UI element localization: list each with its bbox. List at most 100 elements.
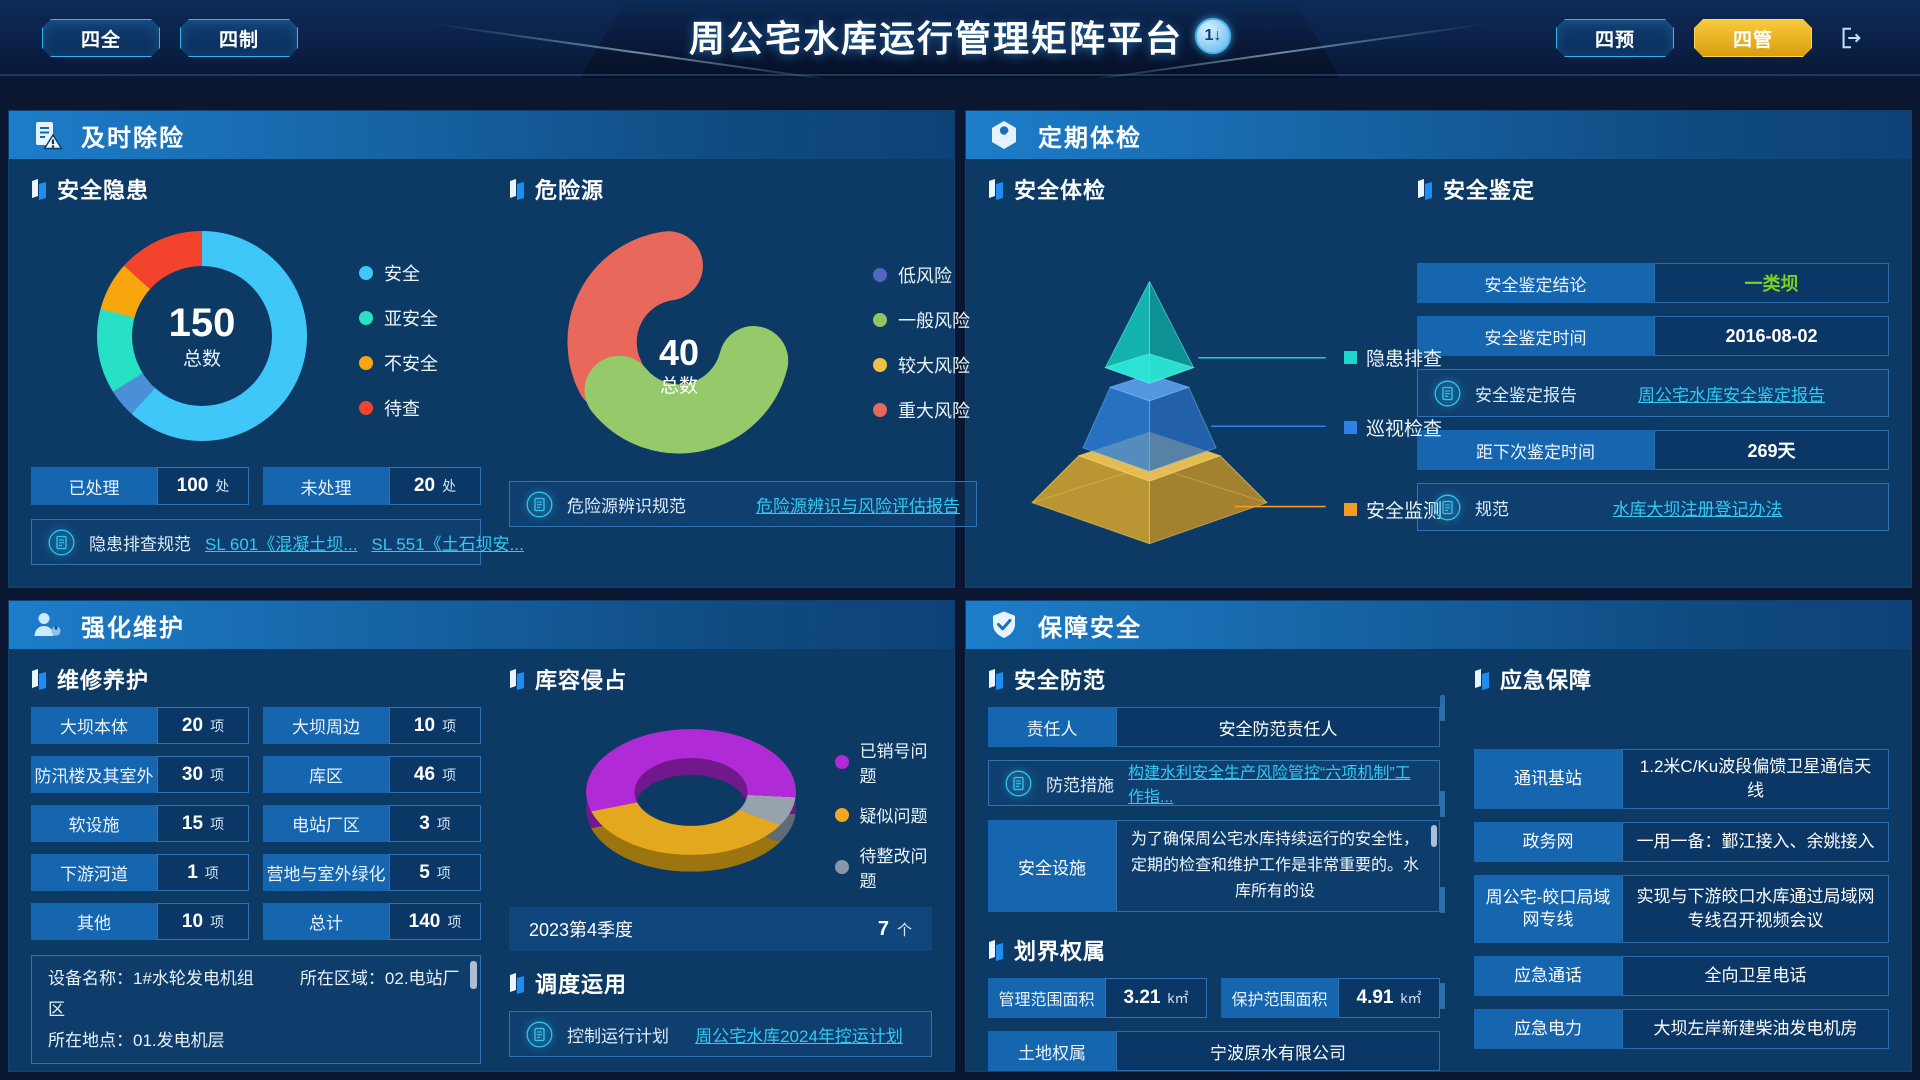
sort-badge-icon[interactable]: 1↓ <box>1195 18 1232 54</box>
row-label: 规范 <box>1475 499 1509 519</box>
repair-item[interactable]: 电站厂区 3 项 <box>263 805 481 842</box>
section-title: 安全防范 <box>1014 668 1107 693</box>
repair-item[interactable]: 软设施 15 项 <box>31 805 249 842</box>
hazard-report-link[interactable]: 危险源辨识与风险评估报告 <box>756 496 960 516</box>
legend-item[interactable]: 不安全 <box>359 350 438 376</box>
row-label: 应急电力 <box>1474 1009 1622 1049</box>
row-value: 一用一备：鄞江接入、余姚接入 <box>1622 822 1889 862</box>
repair-item[interactable]: 库区 46 项 <box>263 756 481 793</box>
scrollbar-thumb[interactable] <box>1431 825 1437 847</box>
legend-dot <box>359 400 373 415</box>
registration-spec-link[interactable]: 水库大坝注册登记办法 <box>1612 499 1783 519</box>
section-title: 安全体检 <box>1014 178 1107 203</box>
appraisal-rows: 安全鉴定结论 一类坝 安全鉴定时间 2016-08-02 <box>1417 263 1889 544</box>
unprocessed-button[interactable]: 未处理 20 处 <box>263 467 481 505</box>
panel-title: 保障安全 <box>1038 614 1142 642</box>
document-alert-icon <box>36 122 63 150</box>
shield-check-icon <box>993 611 1015 638</box>
repair-item[interactable]: 大坝周边 10 项 <box>263 707 481 744</box>
legend-dot <box>834 860 849 874</box>
item-value: 30 <box>181 763 204 785</box>
panel-timely-risk-removal: 及时除险 安全隐患 150 总 <box>8 110 977 588</box>
repair-item[interactable]: 下游河道 1 项 <box>31 854 249 891</box>
dispatch-plan-link[interactable]: 周公宅水库2024年控运计划 <box>695 1026 903 1046</box>
section-header: 安全隐患 <box>31 173 481 205</box>
section-bookmark-icon <box>989 179 1003 200</box>
capacity-3d-donut-chart <box>571 729 796 897</box>
section-header: 安全鉴定 <box>1417 173 1889 205</box>
hidden-danger-donut-chart: 150 总数 <box>97 231 307 441</box>
item-unit: 项 <box>436 815 451 832</box>
management-area: 管理范围面积 3.21 k㎡ <box>988 978 1207 1018</box>
legend-dot <box>359 310 373 325</box>
time-value: 2016-08-02 <box>1654 316 1889 356</box>
pie-total-label: 总数 <box>659 376 698 397</box>
equipment-info-box[interactable]: 设备名称：1#水轮发电机组 所在区域：02.电站厂区 所在地点：01.发电机层 <box>31 955 481 1064</box>
unprocessed-value: 20 <box>413 475 436 496</box>
repair-item[interactable]: 防汛楼及其室外 30 项 <box>31 756 249 793</box>
responsible-person-row: 责任人 安全防范责任人 <box>988 707 1440 747</box>
donut-3d-top <box>586 729 796 855</box>
hidden-danger-section: 安全隐患 150 总数 安全 亚安全 不 <box>31 173 524 577</box>
panel-body: 安全隐患 150 总数 安全 亚安全 不 <box>9 159 977 587</box>
section-bookmark-icon <box>510 669 524 690</box>
layer-swatch <box>1344 421 1357 434</box>
processed-button[interactable]: 已处理 100 处 <box>31 467 249 505</box>
header-decoration <box>0 74 1920 76</box>
row-value: 全向卫星电话 <box>1622 956 1889 996</box>
repair-items-grid: 大坝本体 20 项 大坝周边 10 项 防汛楼及其室外 30 项 库区 46 项 软设施 15 项 … <box>31 707 481 940</box>
appraisal-time-row: 安全鉴定时间 2016-08-02 <box>1417 316 1889 356</box>
legend-item[interactable]: 疑似问题 <box>834 802 932 827</box>
spec-link-sl601[interactable]: SL 601《混凝土坝... <box>205 534 358 554</box>
legend-item[interactable]: 已销号问题 <box>834 737 932 787</box>
report-doc-icon <box>1005 770 1032 796</box>
scrollbar-thumb[interactable] <box>470 961 477 989</box>
repair-item[interactable]: 营地与室外绿化 5 项 <box>263 854 481 891</box>
section-bookmark-icon <box>510 973 524 994</box>
nav-button-siquan[interactable]: 四全 <box>42 19 160 57</box>
item-label: 营地与室外绿化 <box>263 854 389 891</box>
legend-item[interactable]: 一般风险 <box>873 307 970 333</box>
nav-button-siyu[interactable]: 四预 <box>1556 19 1674 57</box>
capacity-occupation-section: 库容侵占 已销号问题 疑似问题 待整改问题 <box>509 663 932 1064</box>
emergency-call-row: 应急通话 全向卫星电话 <box>1474 956 1889 996</box>
legend-item[interactable]: 亚安全 <box>359 305 438 331</box>
row-label: 防范措施 <box>1046 775 1114 795</box>
logout-icon[interactable] <box>1838 25 1864 51</box>
repair-item[interactable]: 大坝本体 20 项 <box>31 707 249 744</box>
spec-link-sl551[interactable]: SL 551《土石坝安... <box>371 534 524 554</box>
donut-3d <box>586 729 796 872</box>
legend-dot <box>873 312 887 327</box>
row-label: 保护范围面积 <box>1221 978 1338 1018</box>
processed-buttons-row: 已处理 100 处 未处理 20 处 <box>31 467 481 505</box>
item-unit: 项 <box>204 864 219 881</box>
measures-link[interactable]: 构建水利安全生产风险管控“六项机制”工作指... <box>1128 765 1411 806</box>
panel-periodic-checkup: 定期体检 安全体检 <box>965 110 1912 588</box>
legend-label: 不安全 <box>384 353 438 374</box>
column-scrollbar[interactable] <box>1440 695 1445 1055</box>
pyramid-label-item: 安全监测 <box>1344 496 1442 523</box>
responsible-value: 安全防范责任人 <box>1116 707 1440 747</box>
title-wrap: 周公宅水库运行管理矩阵平台 1↓ <box>689 10 1232 62</box>
item-value: 15 <box>181 812 204 834</box>
legend-item[interactable]: 待整改问题 <box>834 842 932 892</box>
legend-item[interactable]: 重大风险 <box>873 397 970 423</box>
legend-item[interactable]: 较大风险 <box>873 352 970 378</box>
appraisal-report-link[interactable]: 周公宅水库安全鉴定报告 <box>1638 385 1825 405</box>
repair-item[interactable]: 其他 10 项 <box>31 903 249 940</box>
legend-item[interactable]: 待查 <box>359 395 438 421</box>
repair-item-total[interactable]: 总计 140 项 <box>263 903 481 940</box>
nav-button-siguan-active[interactable]: 四管 <box>1694 19 1812 57</box>
section-header: 划界权属 <box>988 934 1440 966</box>
legend-item[interactable]: 安全 <box>359 260 438 286</box>
item-value-cell: 10 项 <box>389 707 481 744</box>
facilities-text-content: 为了确保周公宅水库持续运行的安全性，定期的检查和维护工作是非常重要的。水库所有的… <box>1130 831 1419 900</box>
row-label: 政务网 <box>1474 822 1622 862</box>
nav-button-sizhi[interactable]: 四制 <box>180 19 298 57</box>
legend-item[interactable]: 低风险 <box>873 262 970 288</box>
row-label: 安全鉴定结论 <box>1417 263 1654 303</box>
item-unit: 项 <box>442 717 457 734</box>
